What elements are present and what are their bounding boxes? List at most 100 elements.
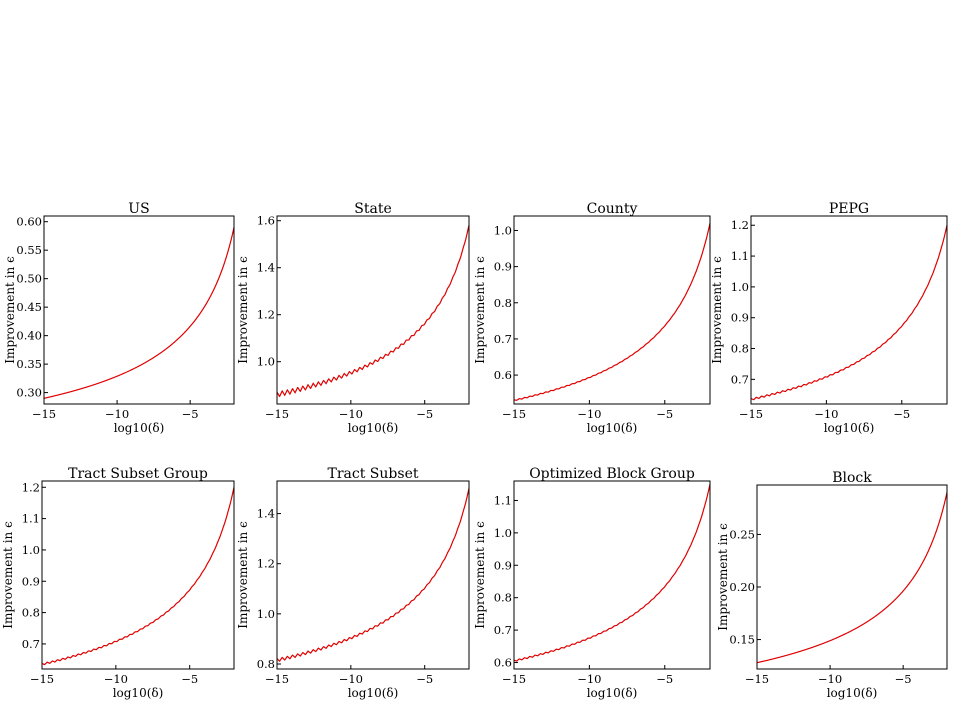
y-tick-label: 0.55	[16, 243, 42, 257]
y-tick-label: 0.35	[16, 357, 42, 371]
y-tick-label: 0.60	[16, 215, 42, 229]
axes-frame	[756, 484, 948, 670]
y-tick-label: 0.6	[494, 368, 512, 382]
y-tick-label: 1.2	[257, 308, 275, 322]
y-tick-label: 1.2	[257, 557, 275, 571]
y-tick-label: 0.45	[16, 300, 42, 314]
x-tick-label: −10	[339, 672, 363, 686]
y-axis-label: Improvement in ϵ	[236, 521, 250, 629]
y-axis-label: Improvement in ϵ	[710, 256, 724, 364]
x-tick-label: −15	[30, 672, 54, 686]
chart-title: Tract Subset	[328, 466, 419, 482]
y-tick-label: 1.0	[494, 223, 512, 237]
y-tick-label: 0.25	[729, 527, 755, 541]
y-tick-label: 0.7	[22, 637, 40, 651]
x-tick-label: −10	[818, 672, 842, 686]
y-tick-label: 1.1	[22, 512, 40, 526]
x-tick-label: −15	[745, 672, 769, 686]
subplot-5: −15 −10 −5 0.7 0.8 0.9 1.0 1.1 1.2 Tract Subset G…	[1, 466, 235, 700]
y-tick-label: 0.7	[494, 623, 512, 637]
y-tick-label: 1.4	[257, 507, 275, 521]
y-tick-label: 1.0	[257, 607, 275, 621]
axes-frame	[276, 215, 470, 405]
y-tick-label: 1.1	[731, 249, 749, 263]
y-tick-label: 0.7	[494, 332, 512, 346]
x-tick-label: −10	[577, 672, 601, 686]
y-tick-label: 1.0	[257, 355, 275, 369]
data-curve	[43, 227, 235, 399]
x-tick-label: −5	[181, 672, 198, 686]
subplot-1: −15 −10 −5 0.30 0.35 0.40 0.45 0.50 0.55 0.60 US lo…	[3, 201, 235, 435]
chart-title: Block	[832, 470, 872, 486]
y-axis-label: Improvement in ϵ	[473, 256, 487, 364]
y-tick-label: 1.0	[22, 543, 40, 557]
y-tick-label: 0.9	[22, 574, 40, 588]
x-tick-label: −5	[416, 672, 433, 686]
x-axis-label: log10(δ)	[348, 686, 399, 700]
x-tick-label: −5	[182, 407, 199, 421]
subplot-2: −15 −10 −5 1.0 1.2 1.4 1.6 State log10(δ) Improve…	[236, 201, 470, 435]
x-axis-label: log10(δ)	[587, 686, 638, 700]
x-tick-label: −15	[739, 407, 763, 421]
y-tick-label: 0.8	[731, 342, 749, 356]
chart-title: Tract Subset Group	[68, 466, 208, 482]
x-tick-label: −15	[265, 407, 289, 421]
data-curve	[513, 484, 711, 662]
chart-title: US	[128, 201, 149, 217]
chart-title: Optimized Block Group	[529, 466, 695, 482]
axes-frame	[513, 215, 711, 405]
x-axis-label: log10(δ)	[824, 421, 875, 435]
x-axis-label: log10(δ)	[827, 686, 878, 700]
y-axis-label: Improvement in ϵ	[473, 521, 487, 629]
chart-title: County	[587, 201, 638, 217]
data-curve	[41, 487, 235, 666]
y-tick-label: 0.15	[729, 633, 755, 647]
x-axis-label: log10(δ)	[587, 421, 638, 435]
y-tick-label: 1.0	[731, 280, 749, 294]
data-curve	[756, 492, 948, 664]
subplot-4: −15 −10 −5 0.7 0.8 0.9 1.0 1.1 1.2 PEPG log10(δ) Im…	[710, 201, 948, 435]
y-tick-label: 0.50	[16, 272, 42, 286]
y-tick-label: 0.30	[16, 386, 42, 400]
subplot-8: −15 −10 −5 0.15 0.20 0.25 Block log10(δ) Improve…	[716, 470, 948, 700]
axes-frame	[43, 215, 235, 405]
x-tick-label: −10	[577, 407, 601, 421]
x-tick-label: −15	[502, 672, 526, 686]
y-axis-label: Improvement in ϵ	[3, 256, 17, 364]
x-tick-label: −10	[104, 672, 128, 686]
y-tick-label: 0.6	[494, 656, 512, 670]
x-tick-label: −5	[656, 672, 673, 686]
x-tick-label: −15	[32, 407, 56, 421]
subplot-6: −15 −10 −5 0.8 1.0 1.2 1.4 Tract Subset log10(δ)…	[236, 466, 470, 700]
y-axis-label: Improvement in ϵ	[1, 521, 15, 629]
y-tick-label: 0.9	[494, 558, 512, 572]
axes-frame	[513, 480, 711, 670]
axes-frame	[41, 480, 235, 670]
data-curve	[513, 223, 711, 401]
y-tick-label: 1.4	[257, 261, 275, 275]
x-tick-label: −5	[893, 407, 910, 421]
x-tick-label: −5	[416, 407, 433, 421]
data-curve	[276, 488, 470, 662]
x-tick-label: −10	[814, 407, 838, 421]
y-axis-label: Improvement in ϵ	[716, 523, 730, 631]
y-tick-label: 1.2	[22, 480, 40, 494]
y-tick-label: 1.6	[257, 214, 275, 228]
axes-frame	[276, 480, 470, 670]
x-tick-label: −5	[656, 407, 673, 421]
x-tick-label: −15	[502, 407, 526, 421]
subplot-7: −15 −10 −5 0.6 0.7 0.8 0.9 1.0 1.1 Optimized Bloc…	[473, 466, 711, 700]
chart-title: PEPG	[829, 201, 869, 217]
x-axis-label: log10(δ)	[113, 686, 164, 700]
chart-title: State	[354, 201, 391, 217]
y-tick-label: 0.8	[494, 296, 512, 310]
x-tick-label: −10	[105, 407, 129, 421]
axes-frame	[750, 215, 948, 405]
y-tick-label: 0.8	[22, 606, 40, 620]
data-curve	[750, 225, 948, 401]
y-axis-label: Improvement in ϵ	[236, 256, 250, 364]
y-tick-label: 1.0	[494, 526, 512, 540]
x-axis-label: log10(δ)	[114, 421, 165, 435]
x-axis-label: log10(δ)	[348, 421, 399, 435]
